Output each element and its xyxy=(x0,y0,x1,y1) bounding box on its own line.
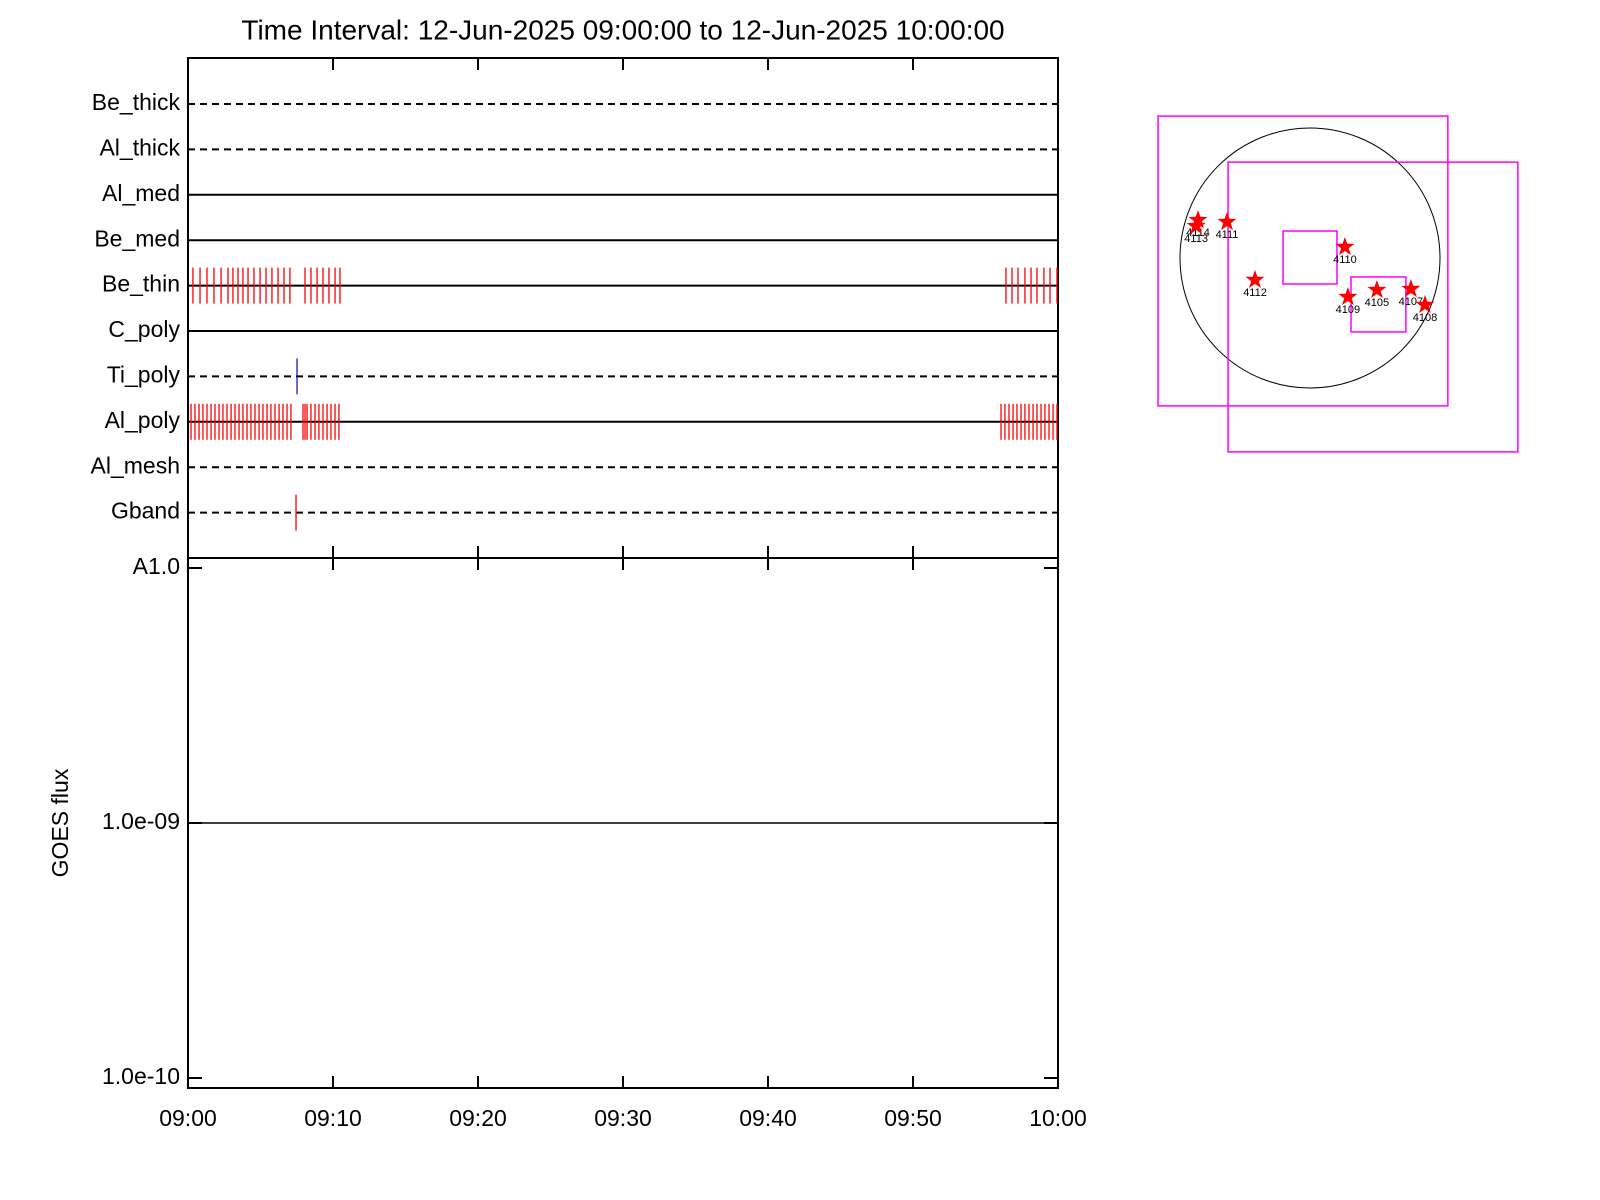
region-star xyxy=(1338,287,1358,306)
region-label: 4105 xyxy=(1365,297,1389,309)
row-label: Be_thin xyxy=(102,271,180,297)
x-tick-label: 09:20 xyxy=(449,1105,507,1131)
y-tick-label: 1.0e-10 xyxy=(102,1063,180,1089)
region-star xyxy=(1401,279,1421,298)
region-label: 4111 xyxy=(1216,229,1239,241)
row-label: C_poly xyxy=(108,316,180,342)
y-tick-label: A1.0 xyxy=(133,553,180,579)
region-star xyxy=(1188,210,1208,229)
x-tick-label: 09:00 xyxy=(159,1105,217,1131)
fov-box xyxy=(1282,230,1338,285)
chart-title: Time Interval: 12-Jun-2025 09:00:00 to 1… xyxy=(241,14,1004,45)
row-label: Al_poly xyxy=(105,407,181,433)
row-label: Be_med xyxy=(94,225,180,251)
region-star xyxy=(1415,295,1435,314)
region-star xyxy=(1245,269,1265,288)
x-tick-label: 10:00 xyxy=(1029,1105,1087,1131)
fov-box xyxy=(1350,276,1407,333)
region-star xyxy=(1367,280,1387,298)
region-label: 4112 xyxy=(1243,287,1267,299)
region-label: 4108 xyxy=(1413,312,1437,324)
solar-limb xyxy=(1179,127,1441,389)
row-label: Al_thick xyxy=(99,134,180,160)
x-tick-label: 09:40 xyxy=(739,1105,797,1131)
region-label: 4113 xyxy=(1184,233,1208,245)
row-label: Al_med xyxy=(102,180,180,206)
x-tick-label: 09:30 xyxy=(594,1105,652,1131)
y-axis-label: GOES flux xyxy=(47,768,73,877)
fov-box xyxy=(1227,161,1519,453)
row-label: Be_thick xyxy=(92,89,181,115)
y-tick-label: 1.0e-09 xyxy=(102,808,180,834)
x-tick-label: 09:50 xyxy=(884,1105,942,1131)
region-star xyxy=(1217,212,1237,231)
region-star xyxy=(1186,216,1206,235)
region-label: 4109 xyxy=(1336,304,1360,316)
row-label: Ti_poly xyxy=(107,361,181,387)
region-label: 4110 xyxy=(1333,254,1357,266)
row-label: Al_mesh xyxy=(91,452,180,478)
x-tick-label: 09:10 xyxy=(304,1105,362,1131)
row-label: Gband xyxy=(111,498,180,524)
region-label: 4107 xyxy=(1399,296,1423,308)
region-star xyxy=(1335,237,1355,256)
fov-box xyxy=(1157,115,1449,407)
